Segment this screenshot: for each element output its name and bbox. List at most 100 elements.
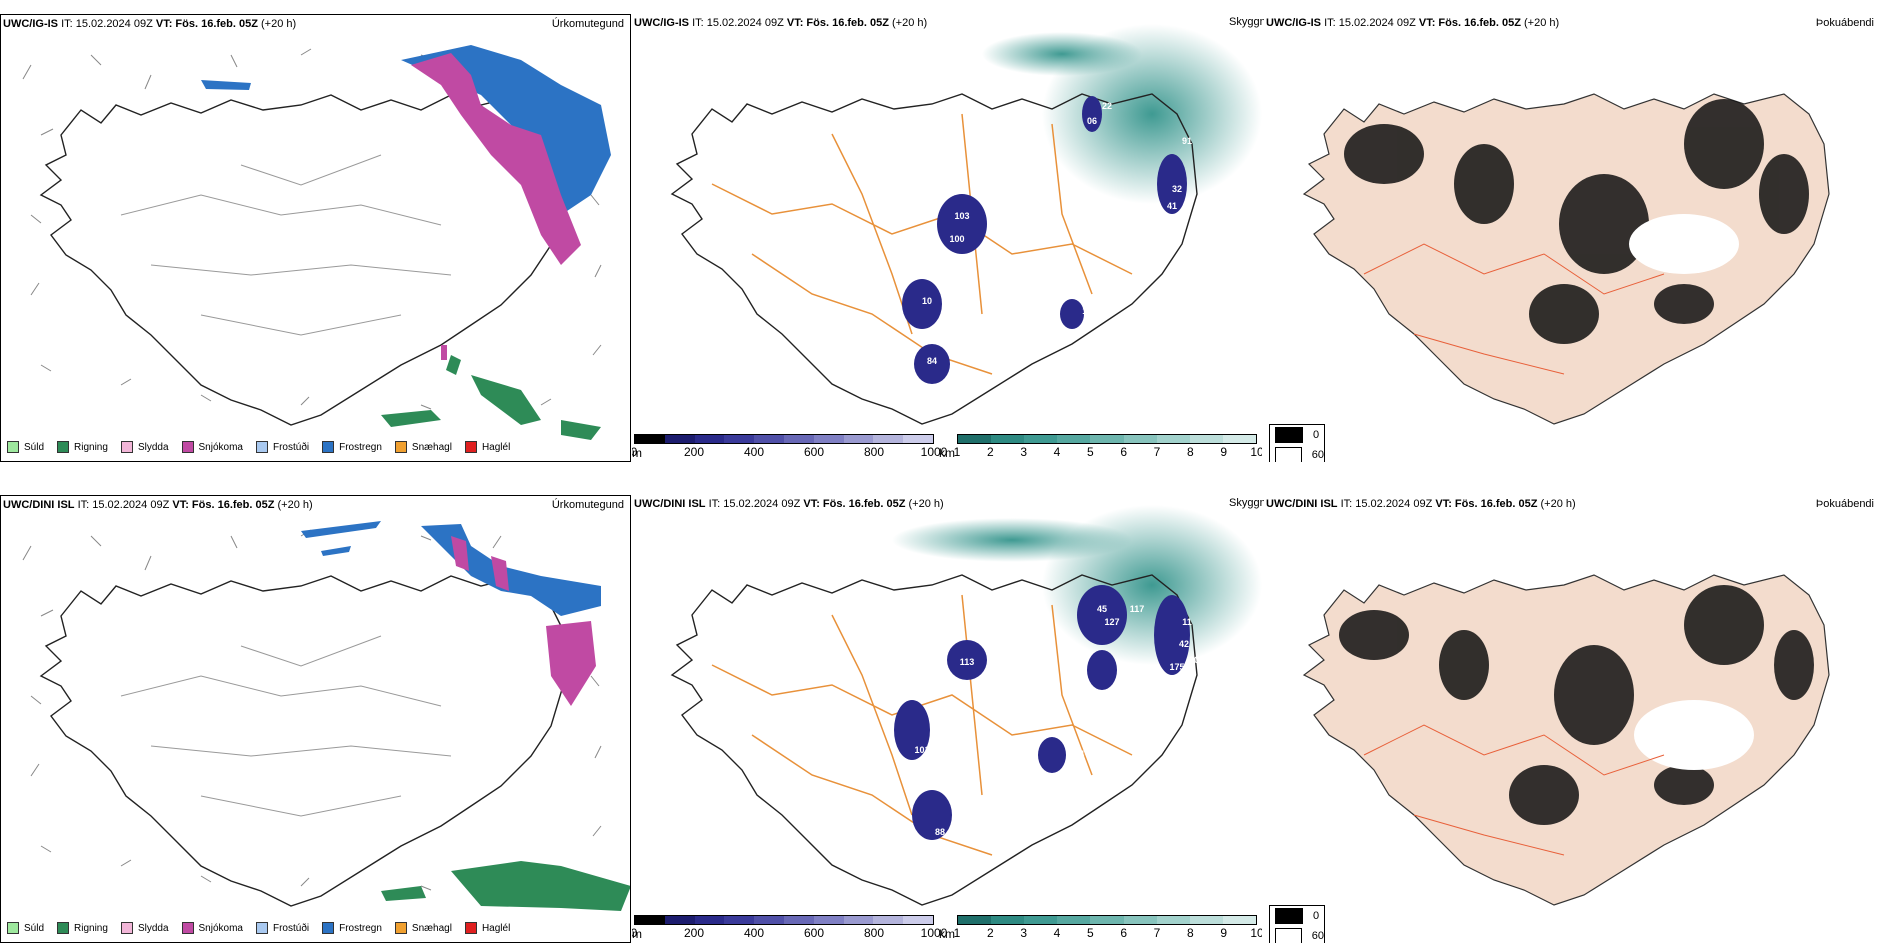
legend-swatch (464, 922, 477, 934)
visibility-value: 105 (914, 867, 929, 877)
visibility-value: 84 (927, 356, 937, 366)
legend-label: Frostregn (339, 922, 382, 934)
legend-label: Haglél (481, 922, 511, 934)
legend-label: Frostúði (272, 922, 310, 934)
fog-areas (1339, 585, 1814, 825)
visibility-value: 123 (904, 765, 919, 775)
colorbar (957, 915, 1257, 925)
legend-label: Rigning (74, 922, 108, 934)
legend-swatch (394, 922, 407, 934)
legend-swatch (322, 441, 335, 453)
vis-scale-km: 1 2 3 4 5 6 7 8 9 10 (954, 434, 1262, 459)
panel-label: Úrkomutegund (551, 499, 624, 511)
visibility-value: 114 (1070, 749, 1085, 759)
iceland-outline (39, 94, 567, 426)
colorbar-tick: 1000 (920, 926, 948, 940)
legend-item: Slydda (120, 441, 169, 453)
colorbar-tick: 7 (1153, 445, 1161, 459)
legend-item: Snæhagl (394, 922, 452, 934)
colorbar-tick: 5 (1086, 926, 1094, 940)
precip-legend: Súld Rigning Slydda Snjókoma Frostúði Frostre… (7, 922, 523, 934)
panel-header: UWC/IG-IS IT: 15.02.2024 09Z VT: Fös. 16… (634, 17, 928, 29)
visibility-value: 12 (1167, 266, 1177, 276)
visibility-value: 174 (1196, 679, 1211, 689)
colorbar-tick: 10 (1250, 926, 1262, 940)
legend-swatch (120, 922, 133, 934)
legend-label: Slydda (137, 922, 169, 934)
visibility-value: 86 (992, 251, 1002, 261)
legend-swatch (57, 441, 70, 453)
visibility-value: 106 (924, 271, 939, 281)
colorbar-tick: 8 (1186, 926, 1194, 940)
legend-item: Frostregn (322, 441, 382, 453)
colorbar-tick: 600 (803, 445, 825, 459)
legend-swatch (322, 922, 335, 934)
legend-item: Rigning (57, 922, 108, 934)
visibility-value: 41 (1167, 201, 1177, 211)
visibility-value: 30 (1189, 655, 1199, 665)
colorbar-tick: 2 (986, 926, 994, 940)
colorbar-tick: 0 (632, 445, 638, 459)
precip-areas (301, 521, 630, 911)
visibility-value: 12 (907, 391, 917, 401)
panel-header: UWC/DINI ISL IT: 15.02.2024 09Z VT: Fös.… (634, 498, 944, 510)
precip-type-panel-1: UWC/IG-IS IT: 15.02.2024 09Z VT: Fös. 16… (0, 14, 631, 462)
colorbar-tick: 600 (803, 926, 825, 940)
precip-type-panel-2: UWC/DINI ISL IT: 15.02.2024 09Z VT: Fös.… (0, 495, 631, 943)
legend-swatch (255, 441, 268, 453)
low-visibility-areas (894, 585, 1190, 840)
legend-item: Súld (7, 441, 44, 453)
vis-scale-km: 1 2 3 4 5 6 7 8 9 10 (954, 915, 1262, 940)
visibility-value: 18 (1102, 702, 1112, 712)
colorbar (634, 434, 934, 444)
colorbar-tick: 1000 (920, 445, 948, 459)
visibility-value: 19 (1112, 687, 1122, 697)
colorbar-tick: 10 (1250, 445, 1262, 459)
legend-item: Frostúði (255, 441, 310, 453)
scale-unit-km: km (939, 927, 955, 941)
legend-label: Snæhagl (411, 441, 452, 453)
visibility-value: 32 (1172, 184, 1182, 194)
colorbar-tick: 5 (1086, 445, 1094, 459)
iceland-precip-map (22, 45, 611, 440)
legend-swatch (464, 441, 477, 453)
legend-label: Haglél (481, 441, 511, 453)
visibility-value: 88 (935, 827, 945, 837)
visibility-value: 101 (914, 745, 929, 755)
visibility-value: 104 (1044, 772, 1059, 782)
visibility-value: 11 (1182, 617, 1192, 627)
scale-unit-m: m (632, 927, 642, 941)
colorbar-tick: 6 (1120, 926, 1127, 940)
colorbar-tick: 4 (1053, 445, 1061, 459)
visibility-value: 100 (949, 234, 964, 244)
scale-unit-km: km (939, 446, 955, 460)
colorbar-tick: 800 (863, 926, 885, 940)
legend-swatch (394, 441, 407, 453)
legend-label: Rigning (74, 441, 108, 453)
iceland-fog-map (1302, 574, 1830, 906)
visibility-value: 10 (922, 296, 932, 306)
panel-header: UWC/IG-IS IT: 15.02.2024 09Z VT: Fös. 16… (1266, 17, 1560, 29)
visibility-value: 127 (1104, 617, 1119, 627)
legend-item: Slydda (120, 922, 169, 934)
panel-label: Skyggni (1229, 16, 1269, 28)
visibility-value: 11 (1082, 306, 1092, 316)
visibility-value: 175 (1169, 662, 1184, 672)
colorbar-tick: 0 (632, 926, 638, 940)
panel-header: UWC/IG-IS IT: 15.02.2024 09Z VT: Fös. 16… (3, 18, 297, 30)
legend-label: Frostúði (272, 441, 310, 453)
visibility-value: 42 (1179, 639, 1189, 649)
colorbar-tick: 8 (1186, 445, 1194, 459)
colorbar-tick: 7 (1153, 926, 1161, 940)
visibility-value: 10 (967, 817, 977, 827)
iceland-precip-map (22, 521, 630, 911)
visibility-value: 45 (1097, 604, 1107, 614)
legend-swatch (181, 922, 194, 934)
visibility-panel-1: UWC/IG-IS IT: 15.02.2024 09Z VT: Fös. 16… (632, 14, 1262, 462)
visibility-value: 91 (1182, 136, 1192, 146)
visibility-value: 22 (1102, 101, 1112, 111)
legend-swatch (255, 922, 268, 934)
panel-header: UWC/DINI ISL IT: 15.02.2024 09Z VT: Fös.… (1266, 498, 1576, 510)
